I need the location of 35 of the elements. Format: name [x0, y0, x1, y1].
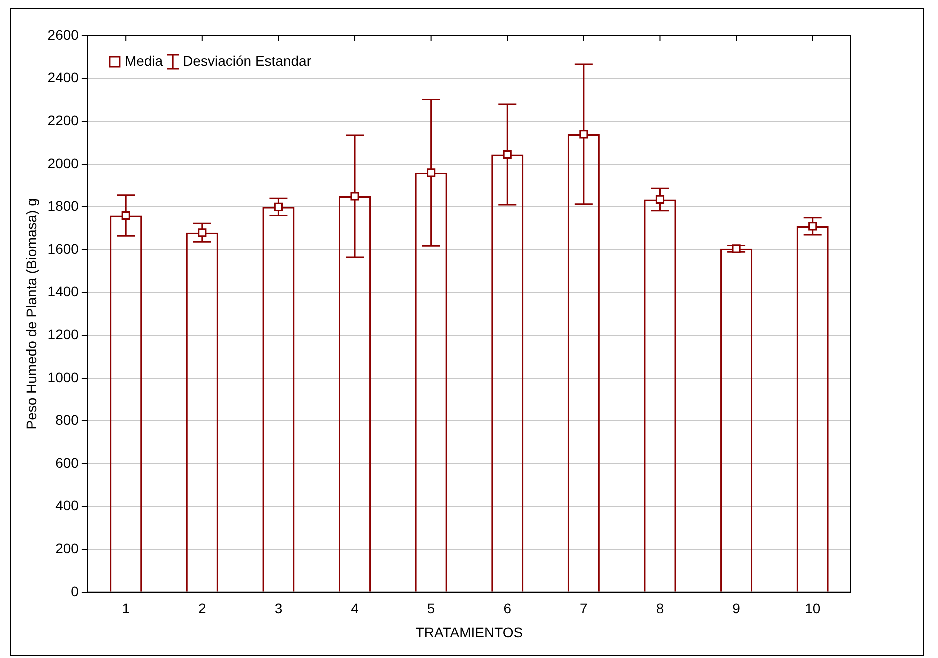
point: [122, 211, 130, 220]
x-tick-label: 8: [656, 600, 664, 617]
point: [656, 195, 665, 204]
legend-label: Media: [124, 52, 164, 69]
y-tick-label: 1400: [48, 284, 80, 300]
x-tick-label: 5: [427, 600, 436, 617]
y-tick-label: 2600: [48, 26, 80, 43]
y-tick-label: 2000: [48, 155, 80, 172]
y-tick-label: 400: [56, 498, 80, 514]
y-tick-label: 200: [56, 540, 80, 556]
y-tick-label: 2200: [48, 112, 80, 128]
point: [732, 244, 741, 254]
x-axis-title: TRATAMIENTOS: [416, 624, 524, 640]
point: [427, 168, 436, 178]
y-tick-label: 2400: [48, 70, 80, 86]
point: [350, 192, 360, 201]
x-tick-label: 1: [122, 600, 130, 617]
y-tick-label: 0: [71, 583, 80, 600]
x-tick-label: 9: [732, 600, 741, 617]
y-tick-label: 1800: [48, 198, 80, 214]
point: [580, 130, 588, 139]
point: [503, 150, 512, 160]
y-tick-label: 1200: [48, 326, 80, 342]
y-tick-label: 600: [56, 454, 80, 471]
x-tick-label: 6: [504, 600, 512, 617]
y-tick-label: 1600: [48, 240, 80, 257]
y-tick-label: 800: [56, 412, 80, 428]
x-tick-label: 2: [198, 600, 207, 617]
y-tick-label: 1000: [48, 369, 80, 386]
x-tick-label: 4: [351, 600, 360, 617]
x-tick-label: 10: [805, 600, 821, 617]
annotation: Desviación Estandar: [183, 52, 312, 69]
x-tick-label: 7: [580, 600, 588, 617]
y-axis-title: Peso Humedo de Planta (Biomasa) g: [23, 198, 40, 430]
x-tick-label: 3: [274, 600, 283, 617]
